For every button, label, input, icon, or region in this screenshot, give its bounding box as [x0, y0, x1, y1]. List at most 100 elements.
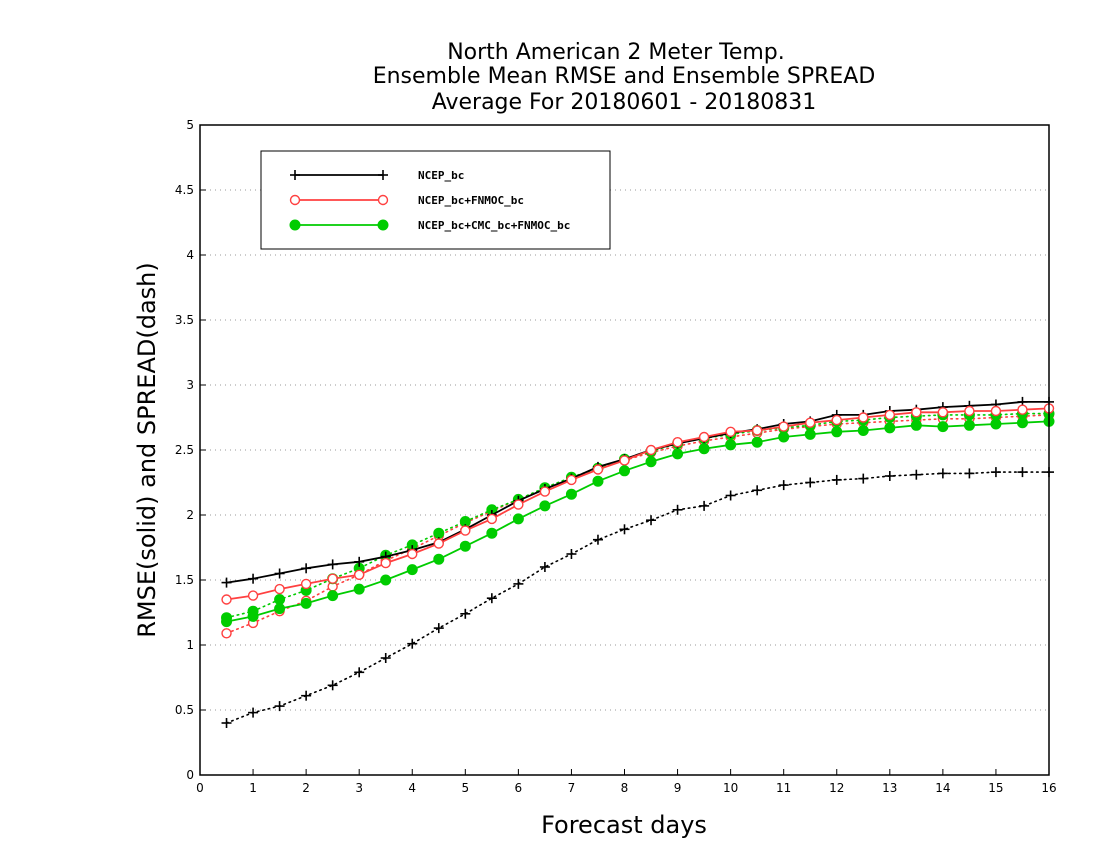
spread-point [433, 527, 445, 539]
spread-point [221, 628, 232, 639]
rmse-point [460, 525, 471, 536]
spread-line-series-1 [225, 471, 1050, 724]
rmse-point [459, 540, 471, 552]
rmse-point [486, 513, 498, 525]
rmse-point [221, 616, 233, 628]
rmse-point [486, 527, 498, 539]
rmse-point [247, 590, 259, 601]
spread-point [274, 594, 286, 605]
rmse-point [725, 439, 737, 451]
x-tick-label: 7 [568, 781, 576, 795]
rmse-point [406, 564, 418, 576]
spread-point [725, 490, 736, 501]
rmse-point [990, 418, 1002, 430]
spread-point [274, 701, 285, 712]
legend-label: NCEP_bc+CMC_bc+FNMOC_bc [418, 219, 570, 232]
x-tick-label: 10 [723, 781, 738, 795]
rmse-point [301, 563, 312, 574]
x-tick-label: 16 [1041, 781, 1056, 795]
x-tick-label: 13 [882, 781, 897, 795]
y-axis-ticks: 0 0.5 1 1.5 2 2.5 3 3.5 4 4.5 5 [175, 118, 206, 782]
legend-marker [377, 194, 389, 206]
rmse-point [274, 583, 285, 595]
y-tick-label: 3 [186, 378, 194, 392]
rmse-point [831, 426, 843, 438]
spread-point [884, 471, 895, 481]
y-axis-title: RMSE(solid) and SPREAD(dash) [133, 262, 161, 638]
legend-marker [289, 219, 301, 231]
spread-point [433, 623, 444, 634]
title-line-2: Ensemble Mean RMSE and Ensemble SPREAD [373, 64, 876, 89]
rmse-point [884, 409, 896, 421]
rmse-point [725, 426, 736, 437]
rmse-point [592, 464, 604, 475]
rmse-point [354, 556, 365, 567]
spread-point [407, 638, 418, 649]
rmse-point [778, 431, 790, 443]
rmse-point [274, 603, 286, 615]
legend-entry: NCEP_bc [290, 169, 464, 182]
rmse-point [513, 499, 524, 510]
rmse-point [380, 557, 391, 569]
spread-point [990, 467, 1001, 478]
title-line-1: North American 2 Meter Temp. [447, 40, 785, 65]
spread-point [831, 474, 842, 485]
rmse-point [805, 417, 816, 428]
spread-point [805, 477, 816, 488]
spread-point [937, 468, 948, 479]
rmse-point [327, 573, 338, 584]
y-tick-label: 0.5 [175, 703, 194, 717]
spread-point [752, 485, 763, 496]
rmse-point [539, 486, 551, 497]
rmse-point [327, 559, 338, 570]
rmse-point [221, 577, 232, 588]
rmse-point [937, 421, 949, 433]
spread-point [858, 473, 869, 484]
x-tick-label: 5 [461, 781, 469, 795]
x-tick-label: 2 [302, 781, 310, 795]
rmse-point [380, 574, 392, 586]
rmse-point [433, 538, 444, 549]
rmse-point [539, 500, 551, 512]
rmse-point [619, 455, 630, 466]
rmse-point [698, 443, 710, 455]
rmse-point [963, 419, 975, 431]
spread-lines [221, 408, 1055, 728]
spread-point [964, 468, 975, 479]
y-tick-label: 2.5 [175, 443, 194, 457]
legend-label: NCEP_bc+FNMOC_bc [418, 194, 524, 207]
rmse-point [645, 456, 657, 468]
spread-point [380, 653, 391, 663]
rmse-point [884, 422, 896, 434]
legend-marker [290, 170, 300, 180]
y-tick-label: 1.5 [175, 573, 194, 587]
x-tick-label: 3 [355, 781, 363, 795]
x-tick-label: 8 [621, 781, 629, 795]
spread-point [619, 524, 630, 535]
rmse-point [512, 513, 524, 525]
legend-entry: NCEP_bc+FNMOC_bc [289, 194, 524, 207]
rmse-point [300, 578, 312, 590]
rmse-point [327, 590, 339, 602]
legend-label: NCEP_bc [418, 169, 464, 182]
x-tick-label: 14 [935, 781, 950, 795]
y-tick-label: 4 [186, 248, 194, 262]
rmse-point [751, 425, 763, 436]
legend-entry: NCEP_bc+CMC_bc+FNMOC_bc [289, 219, 570, 232]
rmse-point [592, 475, 604, 487]
rmse-lines [221, 396, 1055, 628]
spread-point [539, 562, 550, 572]
spread-point [486, 593, 497, 604]
x-tick-label: 9 [674, 781, 682, 795]
x-tick-label: 1 [249, 781, 257, 795]
y-tick-label: 4.5 [175, 183, 194, 197]
rmse-point [300, 597, 312, 609]
y-tick-label: 3.5 [175, 313, 194, 327]
legend-marker [378, 170, 388, 180]
y-tick-label: 2 [186, 508, 194, 522]
rmse-point [1016, 417, 1028, 429]
rmse-point [1017, 404, 1028, 415]
rmse-line-series-2 [226, 407, 1050, 601]
x-tick-label: 12 [829, 781, 844, 795]
